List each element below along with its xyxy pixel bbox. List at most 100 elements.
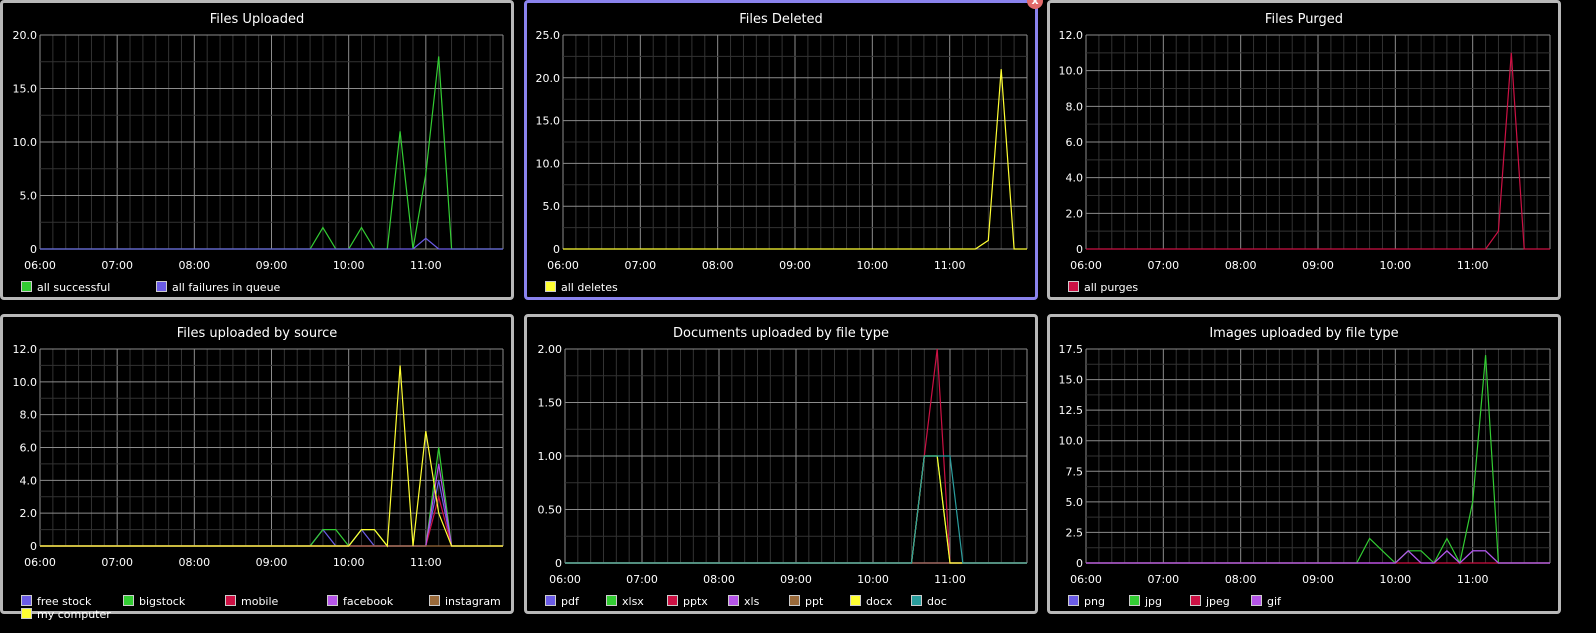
close-icon[interactable]: x xyxy=(1027,0,1043,9)
series-line-all-purges xyxy=(1086,52,1550,250)
panel-files-purged[interactable]: Files Purged 0 2.0 4.0 6.0 8.0 10.0 12.0 06:00 0… xyxy=(1047,0,1561,300)
y-tick-label: 20.0 xyxy=(13,29,38,42)
y-tick-label: 0 xyxy=(1076,557,1083,570)
legend-item[interactable]: docx xyxy=(850,595,892,609)
legend-label: ppt xyxy=(805,595,824,608)
legend-label: jpg xyxy=(1145,595,1163,608)
legend-item[interactable]: all purges xyxy=(1068,281,1138,295)
x-tick-label: 06:00 xyxy=(1070,573,1102,586)
y-tick-label: 15.0 xyxy=(536,115,561,128)
legend-label: xls xyxy=(744,595,760,608)
legend-item[interactable]: my computer xyxy=(21,608,111,622)
x-tick-label: 09:00 xyxy=(780,573,812,586)
y-tick-label: 4.0 xyxy=(20,474,38,487)
x-tick-label: 08:00 xyxy=(1225,573,1257,586)
panel-files-uploaded-by-source[interactable]: Files uploaded by source 0 2.0 4.0 6.0 8.0 10… xyxy=(0,314,514,621)
legend-swatch xyxy=(911,595,922,606)
x-tick-label: 10:00 xyxy=(333,556,365,569)
legend-swatch xyxy=(789,595,800,606)
legend-item[interactable]: instagram xyxy=(429,595,501,609)
panel-title: Files Deleted xyxy=(739,12,823,27)
legend-label: mobile xyxy=(241,595,279,608)
legend-swatch xyxy=(667,595,678,606)
legend-label: pdf xyxy=(561,595,579,608)
x-tick-label: 09:00 xyxy=(779,259,811,272)
y-tick-label: 10.0 xyxy=(1059,65,1084,78)
panel-files-deleted[interactable]: Files Deleted 0 5.0 10.0 15.0 20.0 25.0 06:00 0… xyxy=(524,0,1043,300)
x-tick-label: 09:00 xyxy=(1302,573,1334,586)
legend-item[interactable]: gif xyxy=(1251,595,1281,609)
x-tick-label: 11:00 xyxy=(410,259,442,272)
legend-item[interactable]: doc xyxy=(911,595,947,609)
y-tick-label: 5.0 xyxy=(543,200,561,213)
y-tick-label: 0 xyxy=(555,557,562,570)
legend-swatch xyxy=(21,595,32,606)
legend-swatch xyxy=(21,608,32,619)
legend-label: doc xyxy=(927,595,947,608)
legend-item[interactable]: all failures in queue xyxy=(156,281,280,295)
y-tick-label: 12.5 xyxy=(1059,404,1084,417)
x-tick-label: 08:00 xyxy=(178,556,210,569)
y-tick-label: 1.00 xyxy=(538,450,563,463)
y-tick-label: 10.0 xyxy=(13,376,38,389)
series-line-gif xyxy=(1086,549,1550,564)
y-tick-label: 0 xyxy=(1076,243,1083,256)
legend-item[interactable]: pdf xyxy=(545,595,579,609)
legend-label: my computer xyxy=(37,608,111,621)
y-tick-label: 5.0 xyxy=(20,190,38,203)
legend-swatch xyxy=(1068,595,1079,606)
panel-images-by-type[interactable]: Images uploaded by file type 0 2.5 5.0 7.5 1… xyxy=(1047,314,1561,614)
legend-item[interactable]: jpg xyxy=(1129,595,1162,609)
legend-swatch xyxy=(1068,281,1079,292)
x-tick-label: 11:00 xyxy=(934,259,966,272)
legend-item[interactable]: bigstock xyxy=(123,595,185,609)
panel-documents-by-type[interactable]: Documents uploaded by file type 0 0.50 1.0… xyxy=(524,314,1038,614)
legend-label: all failures in queue xyxy=(172,281,281,294)
series-line-my-computer xyxy=(40,365,503,548)
files-purged-chart: 0 2.0 4.0 6.0 8.0 10.0 12.0 06:00 07:00 08:00 09:0… xyxy=(1059,29,1551,272)
legend-item[interactable]: free stock xyxy=(21,595,91,609)
legend-swatch xyxy=(1129,595,1140,606)
x-tick-label: 07:00 xyxy=(1147,259,1179,272)
y-tick-label: 0 xyxy=(30,540,37,553)
y-tick-label: 6.0 xyxy=(20,442,38,455)
legend-swatch xyxy=(850,595,861,606)
y-tick-label: 7.5 xyxy=(1066,465,1084,478)
x-tick-label: 09:00 xyxy=(256,556,288,569)
x-tick-label: 10:00 xyxy=(1379,573,1411,586)
y-tick-label: 20.0 xyxy=(536,72,561,85)
legend-swatch xyxy=(606,595,617,606)
legend-item[interactable]: mobile xyxy=(225,595,278,609)
x-tick-label: 11:00 xyxy=(410,556,442,569)
legend-item[interactable]: all deletes xyxy=(545,281,618,295)
x-tick-label: 06:00 xyxy=(24,259,56,272)
files-uploaded-chart: 0 5.0 10.0 15.0 20.0 06:00 07:00 08:00 09:00 10:0… xyxy=(13,29,504,272)
legend-item[interactable]: facebook xyxy=(327,595,393,609)
legend-label: docx xyxy=(866,595,893,608)
legend-swatch xyxy=(123,595,134,606)
legend-item[interactable]: jpeg xyxy=(1190,595,1230,609)
legend-swatch xyxy=(1251,595,1262,606)
panel-title: Files Purged xyxy=(1264,12,1344,27)
x-tick-label: 11:00 xyxy=(934,573,966,586)
legend-label: instagram xyxy=(445,595,501,608)
x-tick-label: 07:00 xyxy=(624,259,656,272)
panel-files-uploaded[interactable]: Files Uploaded 0 5.0 10.0 15.0 20.0 06:00 07:0… xyxy=(0,0,514,300)
y-tick-label: 5.0 xyxy=(1066,496,1084,509)
legend-item[interactable]: ppt xyxy=(789,595,823,609)
legend-item[interactable]: xls xyxy=(728,595,759,609)
legend-item[interactable]: png xyxy=(1068,595,1105,609)
legend-item[interactable]: xlsx xyxy=(606,595,644,609)
x-tick-label: 08:00 xyxy=(178,259,210,272)
legend-swatch xyxy=(545,595,556,606)
y-tick-label: 0 xyxy=(553,243,560,256)
y-tick-label: 8.0 xyxy=(1066,100,1084,113)
legend-item[interactable]: pptx xyxy=(667,595,708,609)
y-tick-label: 1.50 xyxy=(538,397,563,410)
series-line-doc xyxy=(565,455,1027,564)
y-tick-label: 10.0 xyxy=(1059,435,1084,448)
x-tick-label: 06:00 xyxy=(1070,259,1102,272)
legend-label: gif xyxy=(1267,595,1281,608)
legend-item[interactable]: all successful xyxy=(21,281,110,295)
x-tick-label: 10:00 xyxy=(856,259,888,272)
